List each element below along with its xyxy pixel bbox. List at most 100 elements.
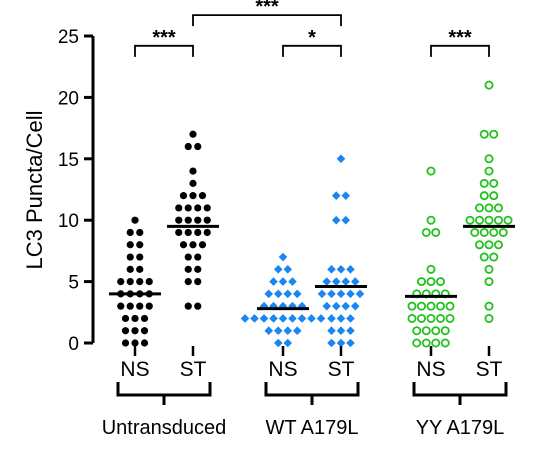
data-point [126,228,134,237]
category-label: ST [476,358,503,381]
data-point [273,265,283,274]
data-point [484,264,494,274]
data-point [416,313,426,323]
data-point [184,253,192,261]
data-point [327,338,336,348]
data-point [278,252,288,262]
data-point [421,326,431,336]
data-point [317,289,327,299]
group-bracket [264,382,360,397]
data-point [484,154,494,164]
data-point [292,289,302,299]
axes: 0 5 10 15 20 25 [58,27,95,355]
data-point [426,277,436,287]
data-point [179,241,188,249]
data-point [445,301,455,311]
data-point [322,277,332,286]
data-point [283,289,293,299]
data-point [440,338,450,348]
data-point [126,278,134,286]
data-point [465,215,475,225]
data-point [307,314,316,323]
data-point [426,301,436,311]
mean-lines [109,224,515,311]
y-tick-label: 0 [68,334,79,355]
y-tick-label: 5 [68,273,79,294]
data-point [346,326,355,336]
data-point [203,204,211,212]
data-point [431,326,441,336]
data-point [407,301,417,311]
data-point [336,289,346,299]
significance-brackets: ******* *** [134,0,490,57]
data-point [331,215,341,225]
data-point [346,289,355,299]
data-point [435,301,445,311]
data-point [189,167,197,175]
category-label: NS [120,358,149,381]
significance-bracket [192,14,342,27]
data-point [322,301,332,311]
data-point [350,277,360,286]
significance-bracket [430,44,490,57]
data-point [283,326,293,336]
data-point [194,216,202,224]
y-tick-label: 10 [58,211,79,232]
data-point [288,314,297,323]
data-point [189,179,197,187]
significance-label: *** [448,27,472,49]
data-point [273,326,283,336]
data-point [140,327,149,335]
data-point [416,301,426,311]
data-point [341,301,351,311]
data-point [431,338,441,348]
data-point [327,289,336,299]
data-point [136,265,144,273]
data-point [479,178,489,188]
data-point [435,313,445,323]
data-point [117,278,125,286]
data-point [426,215,436,225]
data-point [341,191,351,200]
data-point [407,313,417,323]
group-label: Untransduced [102,417,227,439]
data-point [479,191,489,201]
data-point [489,191,499,201]
data-point [336,338,346,348]
data-point [269,277,278,286]
data-point [336,314,346,323]
group-bracket [412,382,508,397]
data-point [194,228,202,237]
data-point [175,216,183,224]
data-point [136,253,144,261]
data-point [140,314,149,323]
data-point [479,129,489,139]
data-point [493,203,503,213]
significance-bracket [134,44,194,57]
data-point [126,302,134,310]
group-label: WT A179L [265,417,358,439]
data-point [194,142,202,151]
data-point [503,215,513,225]
data-point [440,326,450,336]
data-point [484,240,494,250]
data-point [327,265,336,274]
data-point [250,314,259,323]
category-labels: NS ST NS ST NS ST [120,346,503,381]
group-labels: Untransduced WT A179L YY A179L [102,382,508,439]
data-point [264,326,274,336]
data-point [145,302,153,310]
data-points [117,80,513,348]
y-tick-label: 20 [58,88,79,109]
category-label: NS [268,358,297,381]
data-point [331,301,341,311]
data-point [131,314,139,323]
data-point [484,277,494,287]
data-point [470,227,480,237]
category-label: ST [180,358,207,381]
data-point [126,241,134,249]
data-point [346,314,355,323]
data-point [484,166,494,176]
data-point [189,130,197,138]
data-point [117,302,125,310]
